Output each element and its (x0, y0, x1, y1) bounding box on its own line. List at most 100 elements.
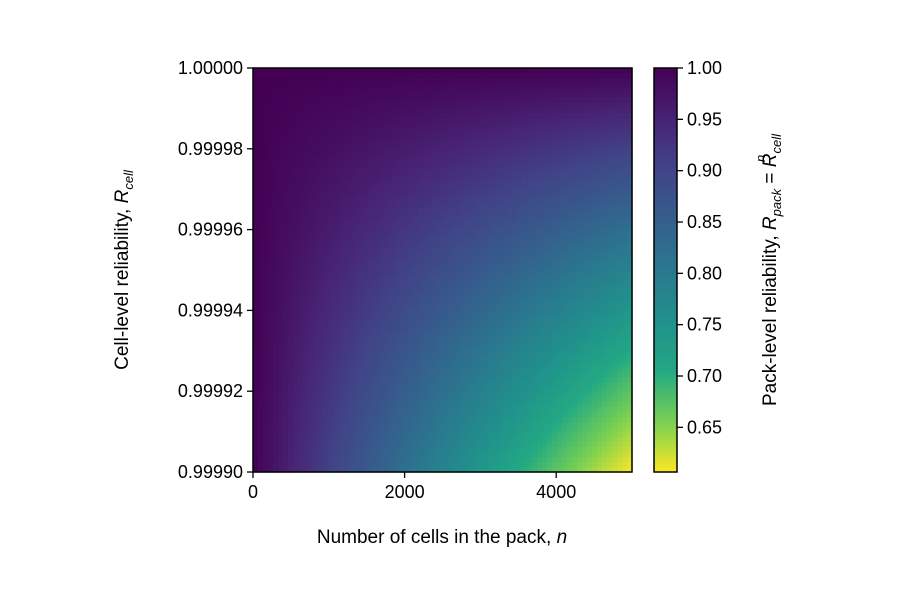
heatmap-cell (407, 347, 414, 353)
heatmap-cell (327, 162, 334, 169)
heatmap-cell (537, 187, 543, 194)
heatmap-cell (602, 357, 608, 363)
heatmap-cell (297, 252, 304, 259)
heatmap-cell (587, 197, 593, 204)
heatmap-cell (432, 187, 439, 194)
heatmap-cell (253, 172, 259, 179)
heatmap-cell (612, 187, 618, 194)
heatmap-cell (552, 257, 558, 264)
heatmap-cell (322, 162, 329, 169)
heatmap-cell (397, 97, 404, 104)
heatmap-cell (577, 362, 583, 368)
heatmap-cell (562, 257, 568, 264)
heatmap-cell (342, 307, 349, 313)
heatmap-cell (377, 212, 384, 219)
heatmap-cell (387, 392, 394, 398)
heatmap-cell (267, 97, 274, 104)
heatmap-cell (302, 192, 309, 199)
heatmap-cell (337, 152, 344, 159)
heatmap-cell (412, 107, 419, 114)
heatmap-cell (502, 392, 508, 398)
heatmap-cell (537, 367, 543, 373)
heatmap-cell (253, 312, 259, 318)
heatmap-cell (292, 362, 299, 368)
heatmap-cell (362, 272, 369, 279)
heatmap-cell (327, 217, 334, 224)
heatmap-cell (547, 362, 553, 368)
heatmap-cell (482, 372, 488, 378)
heatmap-cell (257, 252, 264, 259)
heatmap-cell (402, 392, 409, 398)
heatmap-cell (487, 127, 493, 134)
heatmap-cell (572, 332, 578, 338)
heatmap-cell (287, 107, 294, 114)
heatmap-cell (387, 387, 394, 393)
heatmap-cell (372, 97, 379, 104)
heatmap-cell (622, 287, 628, 294)
heatmap-cell (307, 347, 314, 353)
heatmap-cell (507, 192, 513, 199)
heatmap-cell (627, 87, 633, 94)
heatmap-cell (422, 102, 429, 109)
heatmap-cell (362, 377, 369, 383)
heatmap-cell (522, 122, 528, 129)
heatmap-cell (502, 87, 508, 94)
heatmap-cell (512, 107, 518, 114)
heatmap-cell (342, 262, 349, 269)
heatmap-cell (297, 367, 304, 373)
heatmap-cell (502, 362, 508, 368)
heatmap-cell (427, 147, 434, 154)
heatmap-cell (457, 367, 464, 373)
heatmap-cell (512, 152, 518, 159)
heatmap-cell (253, 387, 259, 393)
heatmap-cell (502, 192, 508, 199)
heatmap-cell (437, 202, 444, 209)
heatmap-cell (477, 357, 483, 363)
heatmap-cell (312, 392, 319, 398)
heatmap-cell (577, 232, 583, 239)
heatmap-cell (542, 92, 548, 99)
heatmap-cell (417, 257, 424, 264)
heatmap-cell (337, 227, 344, 234)
heatmap-cell (477, 172, 483, 179)
heatmap-cell (507, 97, 513, 104)
heatmap-cell (282, 232, 289, 239)
heatmap-cell (382, 287, 389, 294)
heatmap-cell (602, 157, 608, 164)
heatmap-cell (327, 187, 334, 194)
heatmap-cell (627, 137, 633, 144)
heatmap-cell (467, 232, 474, 239)
heatmap-cell (507, 212, 513, 219)
heatmap-cell (527, 117, 533, 124)
heatmap-cell (272, 227, 279, 234)
heatmap-cell (427, 127, 434, 134)
heatmap-cell (277, 68, 284, 74)
heatmap-cell (512, 112, 518, 119)
heatmap-cell (262, 142, 269, 149)
heatmap-cell (512, 132, 518, 139)
heatmap-cell (357, 367, 364, 373)
heatmap-cell (332, 97, 339, 104)
heatmap-cell (372, 147, 379, 154)
heatmap-cell (312, 137, 319, 144)
heatmap-cell (527, 72, 533, 79)
heatmap-cell (432, 152, 439, 159)
heatmap-cell (582, 217, 588, 224)
heatmap-cell (307, 332, 314, 338)
heatmap-cell (497, 392, 503, 398)
heatmap-cell (322, 157, 329, 164)
heatmap-cell (572, 357, 578, 363)
heatmap-cell (582, 272, 588, 279)
heatmap-cell (532, 382, 538, 388)
heatmap-cell (542, 337, 548, 343)
heatmap-cell (447, 92, 454, 99)
heatmap-cell (507, 222, 513, 229)
heatmap-cell (422, 272, 429, 279)
heatmap-cell (597, 97, 603, 104)
heatmap-cell (432, 257, 439, 264)
heatmap-cell (552, 242, 558, 249)
heatmap-cell (582, 202, 588, 209)
heatmap-cell (347, 307, 354, 313)
heatmap-cell (302, 232, 309, 239)
